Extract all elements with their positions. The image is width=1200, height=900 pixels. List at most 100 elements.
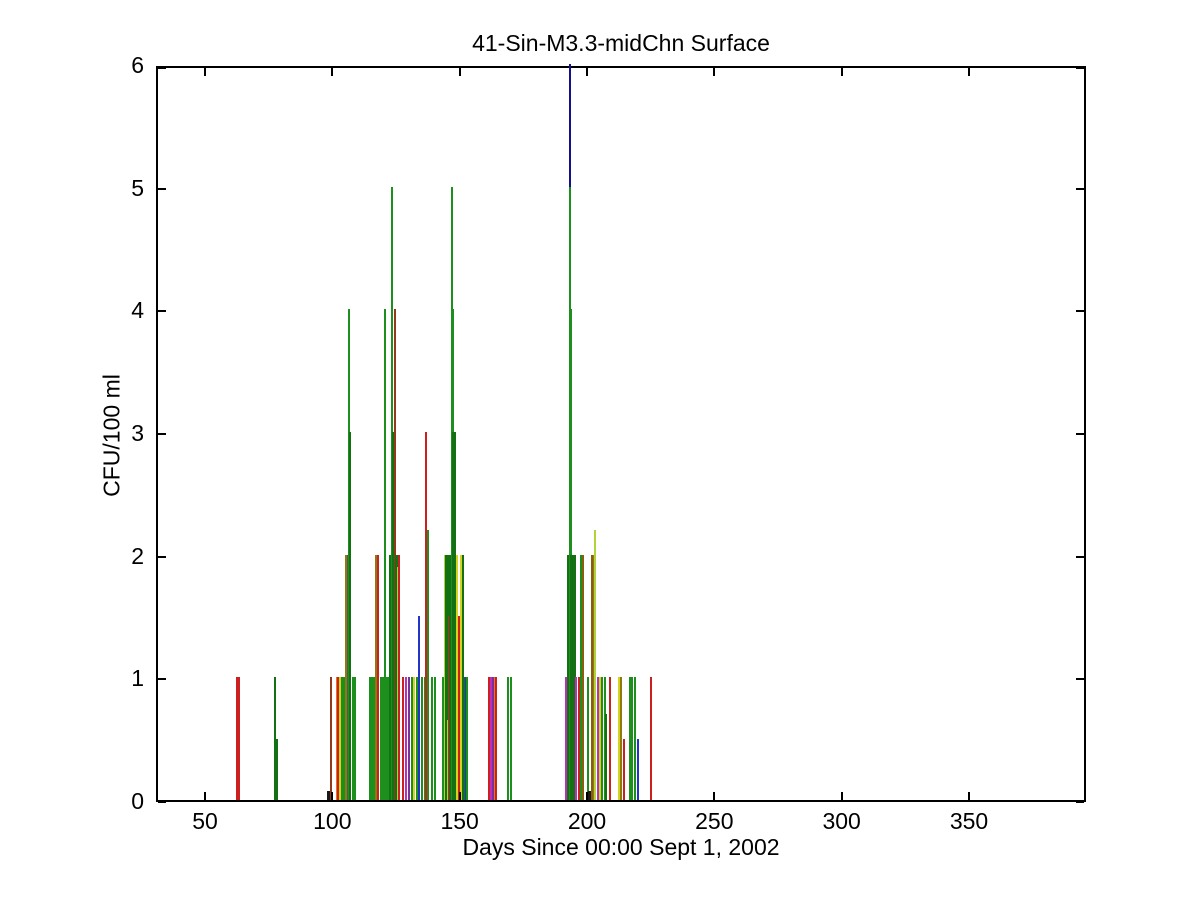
- bar: [604, 714, 607, 800]
- bar: [330, 677, 333, 800]
- bar: [351, 677, 354, 800]
- bar: [387, 677, 390, 800]
- bar: [636, 739, 639, 800]
- y-tick: [158, 187, 166, 190]
- x-tick: [458, 792, 461, 800]
- y-tick: [1076, 433, 1084, 435]
- bar: [509, 677, 512, 800]
- bar: [491, 677, 494, 800]
- x-tick-label: 150: [440, 808, 479, 834]
- bar: [596, 677, 599, 800]
- bar: [592, 555, 595, 800]
- y-tick: [1076, 310, 1084, 313]
- y-tick-label: 3: [131, 420, 144, 446]
- bar: [570, 309, 573, 800]
- y-tick-label: 1: [131, 665, 144, 692]
- bar: [629, 677, 632, 800]
- bar: [401, 677, 404, 800]
- x-tick: [586, 792, 588, 800]
- bar: [238, 677, 241, 800]
- x-tick: [840, 68, 843, 76]
- bar: [376, 555, 379, 800]
- bar: [273, 677, 276, 800]
- x-tick: [331, 68, 334, 76]
- bar: [348, 309, 351, 800]
- chart-title: 41-Sin-M3.3-midChn Surface: [472, 30, 770, 56]
- y-tick-label: 4: [131, 297, 144, 324]
- bar: [618, 677, 621, 800]
- bar: [433, 677, 436, 800]
- x-tick: [840, 792, 843, 800]
- y-tick: [158, 555, 166, 558]
- y-tick: [158, 801, 166, 803]
- y-tick-label: 2: [131, 542, 144, 569]
- x-tick: [713, 68, 716, 76]
- bar: [444, 555, 449, 800]
- x-tick-label: 300: [822, 808, 861, 834]
- bar: [451, 187, 454, 800]
- bar: [404, 677, 407, 800]
- x-tick-label: 50: [192, 808, 218, 834]
- x-tick: [968, 68, 970, 76]
- bar: [379, 677, 382, 800]
- bar: [461, 555, 464, 800]
- x-tick-label: 100: [313, 808, 352, 834]
- y-tick: [158, 433, 166, 435]
- bar: [448, 555, 453, 800]
- bar: [590, 555, 594, 800]
- plot-area: [156, 64, 1086, 803]
- bar: [487, 677, 490, 800]
- bar: [396, 567, 399, 800]
- bar: [413, 677, 416, 800]
- bar: [608, 677, 611, 800]
- bar: [335, 677, 338, 800]
- x-tick-label: 200: [567, 808, 607, 834]
- bar: [353, 677, 356, 800]
- x-tick-label: 350: [949, 808, 989, 834]
- y-tick: [1076, 801, 1084, 803]
- x-tick: [713, 792, 716, 800]
- bar: [603, 677, 606, 800]
- bar: [452, 432, 457, 800]
- bar: [577, 677, 580, 800]
- y-tick: [1076, 555, 1084, 558]
- bar: [594, 530, 597, 800]
- bar: [495, 677, 498, 800]
- bar: [423, 677, 426, 800]
- bar: [598, 677, 601, 800]
- bar: [565, 677, 568, 800]
- bar: [420, 677, 423, 800]
- y-tick: [158, 67, 166, 69]
- bar: [466, 677, 469, 800]
- bar: [391, 432, 395, 800]
- bar: [375, 555, 378, 800]
- bar: [587, 677, 590, 800]
- bar: [369, 677, 372, 800]
- bar: [634, 677, 637, 800]
- bar: [327, 791, 332, 800]
- x-axis-label: Days Since 00:00 Sept 1, 2002: [462, 834, 780, 860]
- y-tick: [158, 310, 166, 313]
- bar: [430, 677, 433, 800]
- y-tick-label: 6: [131, 52, 144, 78]
- bar: [574, 677, 577, 800]
- bar: [393, 309, 396, 800]
- bar: [631, 677, 634, 800]
- bar: [394, 555, 398, 800]
- bar: [372, 677, 375, 800]
- bar: [442, 677, 445, 800]
- bar: [407, 677, 410, 800]
- bar: [459, 555, 462, 800]
- bar: [425, 432, 428, 800]
- bar: [464, 677, 467, 800]
- bar: [506, 677, 509, 800]
- bar: [456, 555, 459, 800]
- bar: [581, 555, 584, 800]
- bar: [493, 677, 496, 800]
- y-tick: [1076, 187, 1084, 190]
- y-tick: [1076, 67, 1084, 69]
- bar: [623, 739, 626, 800]
- bar: [398, 555, 401, 800]
- x-tick: [331, 792, 334, 800]
